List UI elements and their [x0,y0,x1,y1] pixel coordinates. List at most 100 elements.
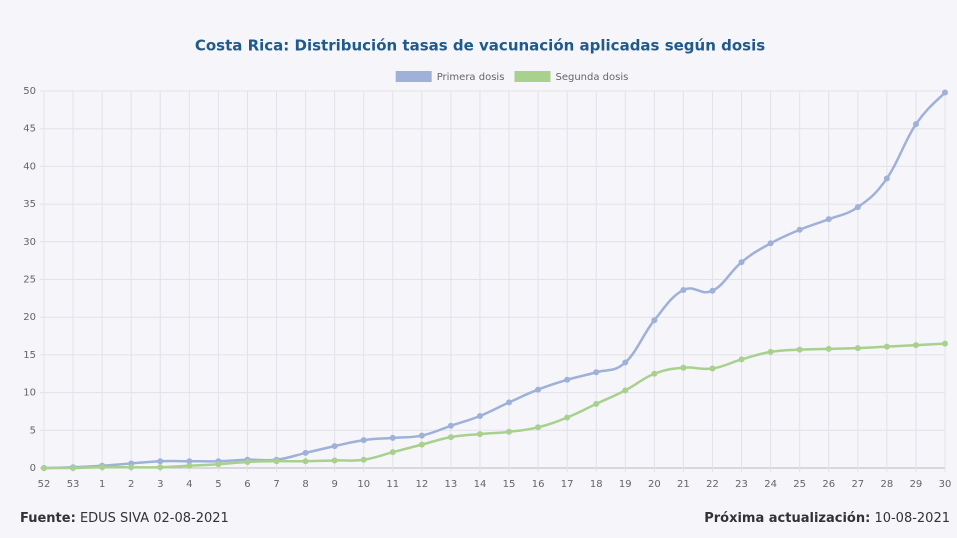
data-point [622,387,629,394]
data-point [331,443,338,450]
x-tick-label: 3 [157,479,163,490]
x-tick-label: 24 [764,479,777,490]
data-point [680,287,687,294]
data-point [912,342,919,349]
data-point [186,462,193,469]
data-point [680,364,687,371]
data-point [157,458,164,465]
x-tick-label: 29 [910,479,923,490]
x-tick-label: 4 [186,479,192,490]
x-tick-label: 52 [38,479,51,490]
chart-title: Costa Rica: Distribución tasas de vacuna… [195,37,765,55]
data-point [447,434,454,441]
data-point [651,370,658,377]
x-tick-label: 22 [706,479,719,490]
data-point [360,437,367,444]
y-tick-label: 40 [23,161,36,172]
x-tick-label: 23 [735,479,748,490]
data-point [476,412,483,419]
update-text: 10-08-2021 [874,511,950,526]
source-label: Fuente: [20,511,76,526]
legend-swatch [514,71,551,82]
x-tick-label: 21 [677,479,690,490]
data-point [825,345,832,352]
source-text: EDUS SIVA 02-08-2021 [80,511,229,526]
data-point [506,428,513,435]
x-tick-label: 2 [128,479,134,490]
data-point [535,386,542,393]
data-point [738,259,745,266]
x-tick-label: 6 [244,479,250,490]
data-point [273,458,280,465]
x-tick-label: 30 [939,479,952,490]
legend-swatch [395,71,432,82]
data-point [302,458,309,465]
data-point [215,461,222,468]
x-tick-label: 10 [357,479,370,490]
data-point [418,432,425,439]
series-line [43,91,946,470]
data-point [128,464,135,471]
y-tick-label: 35 [23,199,36,210]
x-tick-label: 13 [445,479,458,490]
x-tick-label: 8 [302,479,308,490]
y-tick-label: 10 [23,388,36,399]
data-point [244,458,251,465]
data-point [564,376,571,383]
x-tick-label: 5 [215,479,221,490]
data-point [360,456,367,463]
x-tick-label: 17 [561,479,574,490]
data-point [709,287,716,294]
data-point [883,175,890,182]
data-point [593,369,600,376]
x-tick-label: 12 [415,479,428,490]
x-tick-label: 20 [648,479,661,490]
data-point [825,216,832,223]
x-tick-label: 18 [590,479,603,490]
series-line [43,342,946,470]
data-point [912,121,919,128]
x-tick-label: 9 [331,479,337,490]
y-tick-label: 15 [23,350,36,361]
data-point [651,317,658,324]
data-point [942,89,948,96]
x-tick-label: 53 [67,479,80,490]
data-point [854,345,861,352]
x-tick-label: 19 [619,479,632,490]
data-point [767,348,774,355]
data-point [796,346,803,353]
x-tick-label: 11 [386,479,399,490]
x-tick-label: 26 [822,479,835,490]
x-tick-label: 16 [532,479,545,490]
legend-label: Segunda dosis [556,72,629,83]
y-tick-label: 25 [23,275,36,286]
x-tick-label: 14 [474,479,487,490]
data-point [796,226,803,233]
x-tick-label: 1 [99,479,105,490]
y-tick-label: 45 [23,124,36,135]
data-point [476,431,483,438]
data-point [738,356,745,363]
legend-label: Primera dosis [437,72,505,83]
data-point [942,340,948,347]
data-point [157,464,164,471]
x-tick-label: 7 [273,479,279,490]
data-point [622,359,629,366]
data-point [506,399,513,406]
y-tick-label: 5 [30,425,36,436]
x-tick-label: 28 [881,479,894,490]
update-label: Próxima actualización: [704,511,870,526]
data-point [593,400,600,407]
data-point [418,441,425,448]
data-point [767,240,774,247]
x-tick-label: 15 [503,479,516,490]
y-tick-label: 30 [23,237,36,248]
x-tick-label: 25 [793,479,806,490]
data-point [535,424,542,431]
source: Fuente: EDUS SIVA 02-08-2021 [20,511,229,526]
data-point [99,464,106,471]
data-point [389,434,396,441]
data-point [854,204,861,211]
data-point [70,465,77,471]
